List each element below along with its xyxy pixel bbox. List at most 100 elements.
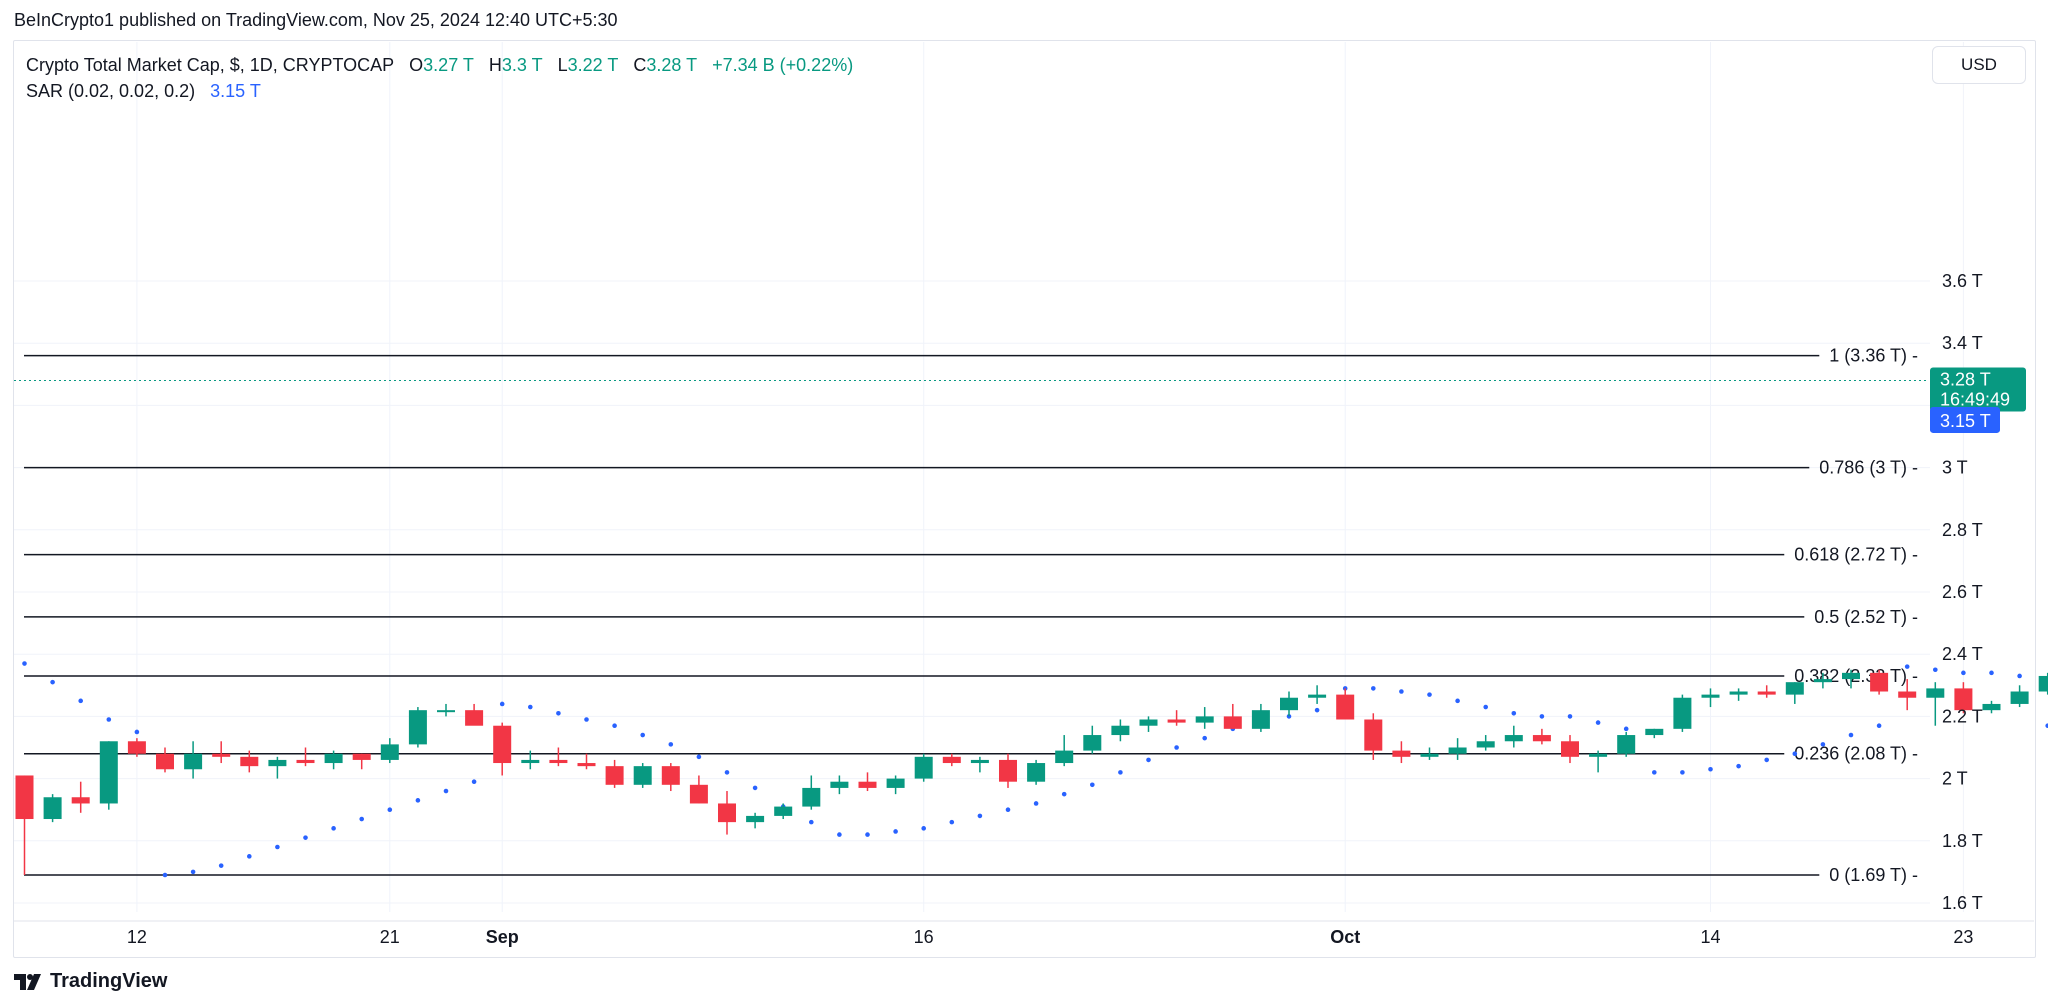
candle (127, 738, 146, 757)
y-tick-label: 2.4 T (1942, 644, 1983, 664)
candle-body (408, 710, 427, 745)
candle-body (577, 763, 596, 767)
candle-body (1083, 735, 1102, 751)
candle-body (296, 759, 315, 764)
currency-button[interactable]: USD (1932, 46, 2026, 84)
sar-dot (218, 863, 224, 868)
x-tick-label: 12 (127, 927, 147, 947)
candle (2010, 685, 2029, 708)
candle (886, 775, 905, 795)
candle-body (240, 756, 259, 767)
candle-body (2010, 691, 2029, 704)
candle (1280, 691, 1298, 717)
candle-body (1336, 694, 1355, 720)
sar-dot (1904, 664, 1910, 669)
sar-dot (1399, 689, 1404, 694)
sar-dot (1623, 726, 1629, 732)
candle-body (352, 753, 371, 760)
candle (268, 756, 287, 779)
candle (1139, 716, 1158, 732)
sar-dot (303, 835, 308, 840)
candle (521, 750, 540, 770)
candle (2038, 672, 2048, 695)
open-value: 3.27 T (423, 55, 474, 75)
sar-dot (1427, 692, 1432, 697)
candle (1476, 735, 1495, 751)
publisher-line: BeInCrypto1 published on TradingView.com… (14, 10, 618, 30)
candle (914, 753, 933, 782)
candle-body (521, 759, 540, 764)
candle-body (1954, 688, 1973, 711)
candle-body (324, 753, 343, 764)
sar-dot (584, 717, 589, 722)
sar-dot (1005, 807, 1011, 812)
candle-body (1251, 710, 1270, 729)
fib-level-label: 0.5 (2.52 T) - (1814, 607, 1918, 627)
sar-dot (949, 819, 955, 825)
sar-dot (78, 698, 83, 704)
sar-dot (1736, 763, 1741, 769)
candle (240, 750, 259, 773)
countdown-value: 16:49:49 (1940, 390, 2010, 410)
candle-body (746, 815, 765, 823)
candle-body (999, 759, 1017, 782)
sar-dot (1455, 698, 1460, 704)
candle (1589, 750, 1608, 773)
candle-body (689, 784, 708, 804)
candle (633, 763, 652, 788)
sar-dot (1848, 732, 1854, 738)
candle-body (1392, 750, 1411, 757)
candle-body (71, 797, 90, 804)
indicator-name[interactable]: SAR (0.02, 0.02, 0.2) (26, 81, 196, 101)
candle (437, 703, 455, 717)
candle (1167, 710, 1186, 726)
sar-dot (1539, 714, 1545, 719)
candle-body (15, 775, 34, 820)
close-label: C (633, 55, 647, 75)
candle-body (1561, 741, 1579, 757)
candle-body (1617, 735, 1636, 754)
candle-body (605, 766, 624, 785)
candle (1898, 679, 1917, 711)
candle (858, 772, 877, 792)
sar-dot (977, 813, 983, 819)
sar-dot (1202, 735, 1207, 741)
candle (493, 722, 512, 776)
candle-body (99, 741, 118, 804)
fib-level-label: 0.786 (3 T) - (1819, 458, 1918, 478)
fib-level-label: 0.236 (2.08 T) - (1794, 744, 1918, 764)
symbol-row: Crypto Total Market Cap, $, 1D, CRYPTOCA… (26, 52, 853, 78)
candle (1083, 725, 1102, 754)
sar-dot (415, 798, 421, 803)
symbol-name[interactable]: Crypto Total Market Cap, $, 1D, CRYPTOCA… (26, 55, 395, 75)
candle (1448, 738, 1467, 760)
candle-body (886, 778, 905, 788)
sar-dot (331, 826, 336, 831)
sar-dot (359, 816, 365, 822)
sar-dot (275, 844, 280, 850)
candle (942, 753, 961, 767)
price-axis: 1.6 T1.8 T2 T2.2 T2.4 T2.6 T2.8 T3 T3.2 … (1942, 271, 1983, 913)
candle (15, 775, 34, 875)
sar-dot (921, 826, 926, 831)
indicator-value: 3.15 T (210, 81, 261, 101)
sar-dot (247, 854, 252, 859)
fib-level-label: 1 (3.36 T) - (1829, 346, 1918, 366)
sar-dot (471, 779, 477, 784)
candle-body (1364, 719, 1383, 751)
y-tick-label: 2.6 T (1942, 582, 1983, 602)
candle-body (380, 744, 399, 760)
candle (1870, 669, 1889, 695)
candle-body (212, 753, 231, 757)
candle-body (1111, 725, 1130, 736)
candle-body (1870, 672, 1889, 692)
candle-body (1673, 697, 1692, 729)
candle-body (1223, 716, 1242, 729)
candle (156, 747, 174, 773)
candle (1308, 685, 1327, 704)
candle-body (1645, 728, 1664, 736)
candle (774, 803, 793, 820)
tradingview-logo[interactable]: TradingView (14, 970, 167, 993)
sar-dot (2017, 673, 2022, 679)
